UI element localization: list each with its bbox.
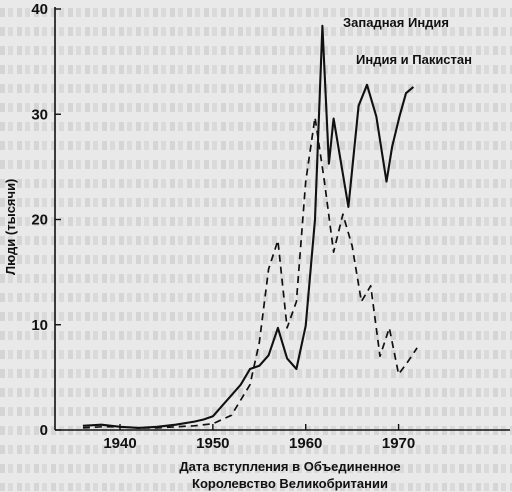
x-tick-label: 1960 bbox=[289, 435, 322, 452]
y-tick-label: 30 bbox=[31, 106, 48, 123]
y-tick-label: 40 bbox=[31, 1, 48, 18]
legend-india-pakistan: Индия и Пакистан bbox=[356, 52, 472, 67]
y-tick-label: 20 bbox=[31, 212, 48, 229]
chart-ticks: 0 10 20 30 40 1940 1950 1960 1970 bbox=[31, 1, 415, 452]
x-axis-label-line-1: Дата вступления в Объединенное bbox=[179, 459, 401, 474]
series-line-west-indies bbox=[82, 24, 415, 429]
chart-series bbox=[82, 24, 418, 429]
y-tick-label: 0 bbox=[40, 422, 48, 439]
x-axis-label-line-2: Королевство Великобритании bbox=[192, 476, 388, 491]
series-line-india-pakistan bbox=[82, 116, 418, 429]
y-axis-label: Люди (тысячи) bbox=[3, 178, 18, 275]
chart-axes bbox=[54, 7, 510, 431]
x-tick-label: 1950 bbox=[196, 435, 229, 452]
x-tick-label: 1970 bbox=[382, 435, 415, 452]
y-tick-label: 10 bbox=[31, 317, 48, 334]
legend-west-indies: Западная Индия bbox=[343, 15, 450, 30]
x-axis-label: Дата вступления в Объединенное Королевст… bbox=[170, 458, 410, 492]
x-tick-label: 1940 bbox=[103, 435, 136, 452]
